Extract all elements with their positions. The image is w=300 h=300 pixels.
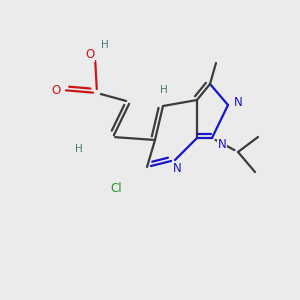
Text: O: O <box>51 83 61 97</box>
Text: N: N <box>218 137 226 151</box>
Text: H: H <box>101 40 109 50</box>
Text: O: O <box>85 49 94 62</box>
Text: N: N <box>172 161 182 175</box>
Text: Cl: Cl <box>110 182 122 194</box>
Text: H: H <box>75 144 83 154</box>
Text: H: H <box>160 85 168 95</box>
Text: N: N <box>234 97 242 110</box>
